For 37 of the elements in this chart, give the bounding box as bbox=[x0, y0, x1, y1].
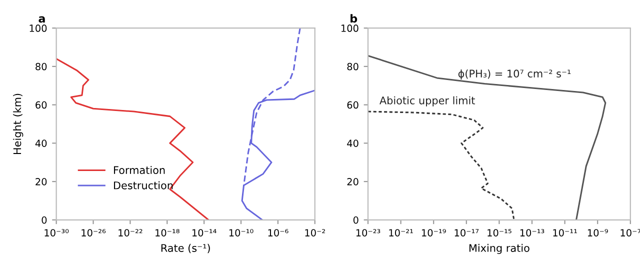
x-tick-label: 10⁻¹⁸ bbox=[156, 229, 180, 236]
x-tick-label: 10⁻⁹ bbox=[588, 229, 608, 236]
y-tick-label: 100 bbox=[30, 24, 47, 32]
y-tick-label: 60 bbox=[36, 101, 47, 109]
y-axis-title: Height (km) bbox=[13, 94, 24, 154]
x-tick-label: 10⁻¹⁷ bbox=[454, 229, 479, 236]
y-tick-label: 0 bbox=[42, 216, 47, 224]
annotation: ϕ(PH₃) = 10⁷ cm⁻² s⁻¹ bbox=[458, 69, 571, 80]
y-tick-label: 100 bbox=[341, 24, 358, 32]
x-axis-title: Rate (s⁻¹) bbox=[161, 244, 210, 254]
x-tick-label: 10⁻¹³ bbox=[520, 229, 544, 236]
x-tick-label: 10⁻²¹ bbox=[389, 229, 413, 236]
x-tick-label: 10⁻¹⁹ bbox=[422, 229, 446, 236]
y-tick-label: 80 bbox=[347, 62, 358, 70]
y-tick-label: 60 bbox=[347, 101, 358, 109]
y-tick-label: 80 bbox=[36, 62, 47, 70]
x-tick-label: 10⁻²² bbox=[118, 229, 142, 236]
x-tick-label: 10⁻¹¹ bbox=[553, 229, 577, 236]
y-tick-label: 40 bbox=[35, 140, 47, 147]
x-tick-label: 10⁻¹⁵ bbox=[488, 229, 512, 236]
x-tick-label: 10⁻¹⁰ bbox=[229, 229, 254, 236]
x-tick-label: 10⁻² bbox=[305, 229, 325, 236]
x-tick-label: 10⁻³⁰ bbox=[44, 229, 69, 236]
y-tick-label: 20 bbox=[36, 178, 47, 186]
x-axis-title: Mixing ratio bbox=[469, 244, 530, 254]
y-tick-label: 0 bbox=[353, 216, 358, 224]
x-tick-label: 10⁻¹⁴ bbox=[192, 229, 216, 236]
chart-title: b bbox=[350, 14, 358, 23]
x-tick-label: 10⁻⁶ bbox=[268, 229, 288, 236]
y-tick-label: 20 bbox=[347, 178, 358, 186]
y-tick-label: 40 bbox=[347, 140, 358, 147]
x-tick-label: 10⁻²³ bbox=[356, 229, 380, 236]
x-tick-label: 10⁻²⁶ bbox=[82, 229, 106, 236]
chart-title: a bbox=[38, 16, 45, 23]
annotation: Abiotic upper limit bbox=[380, 96, 475, 106]
legend-label: Formation bbox=[114, 166, 165, 174]
legend-label: Destruction bbox=[114, 181, 173, 190]
